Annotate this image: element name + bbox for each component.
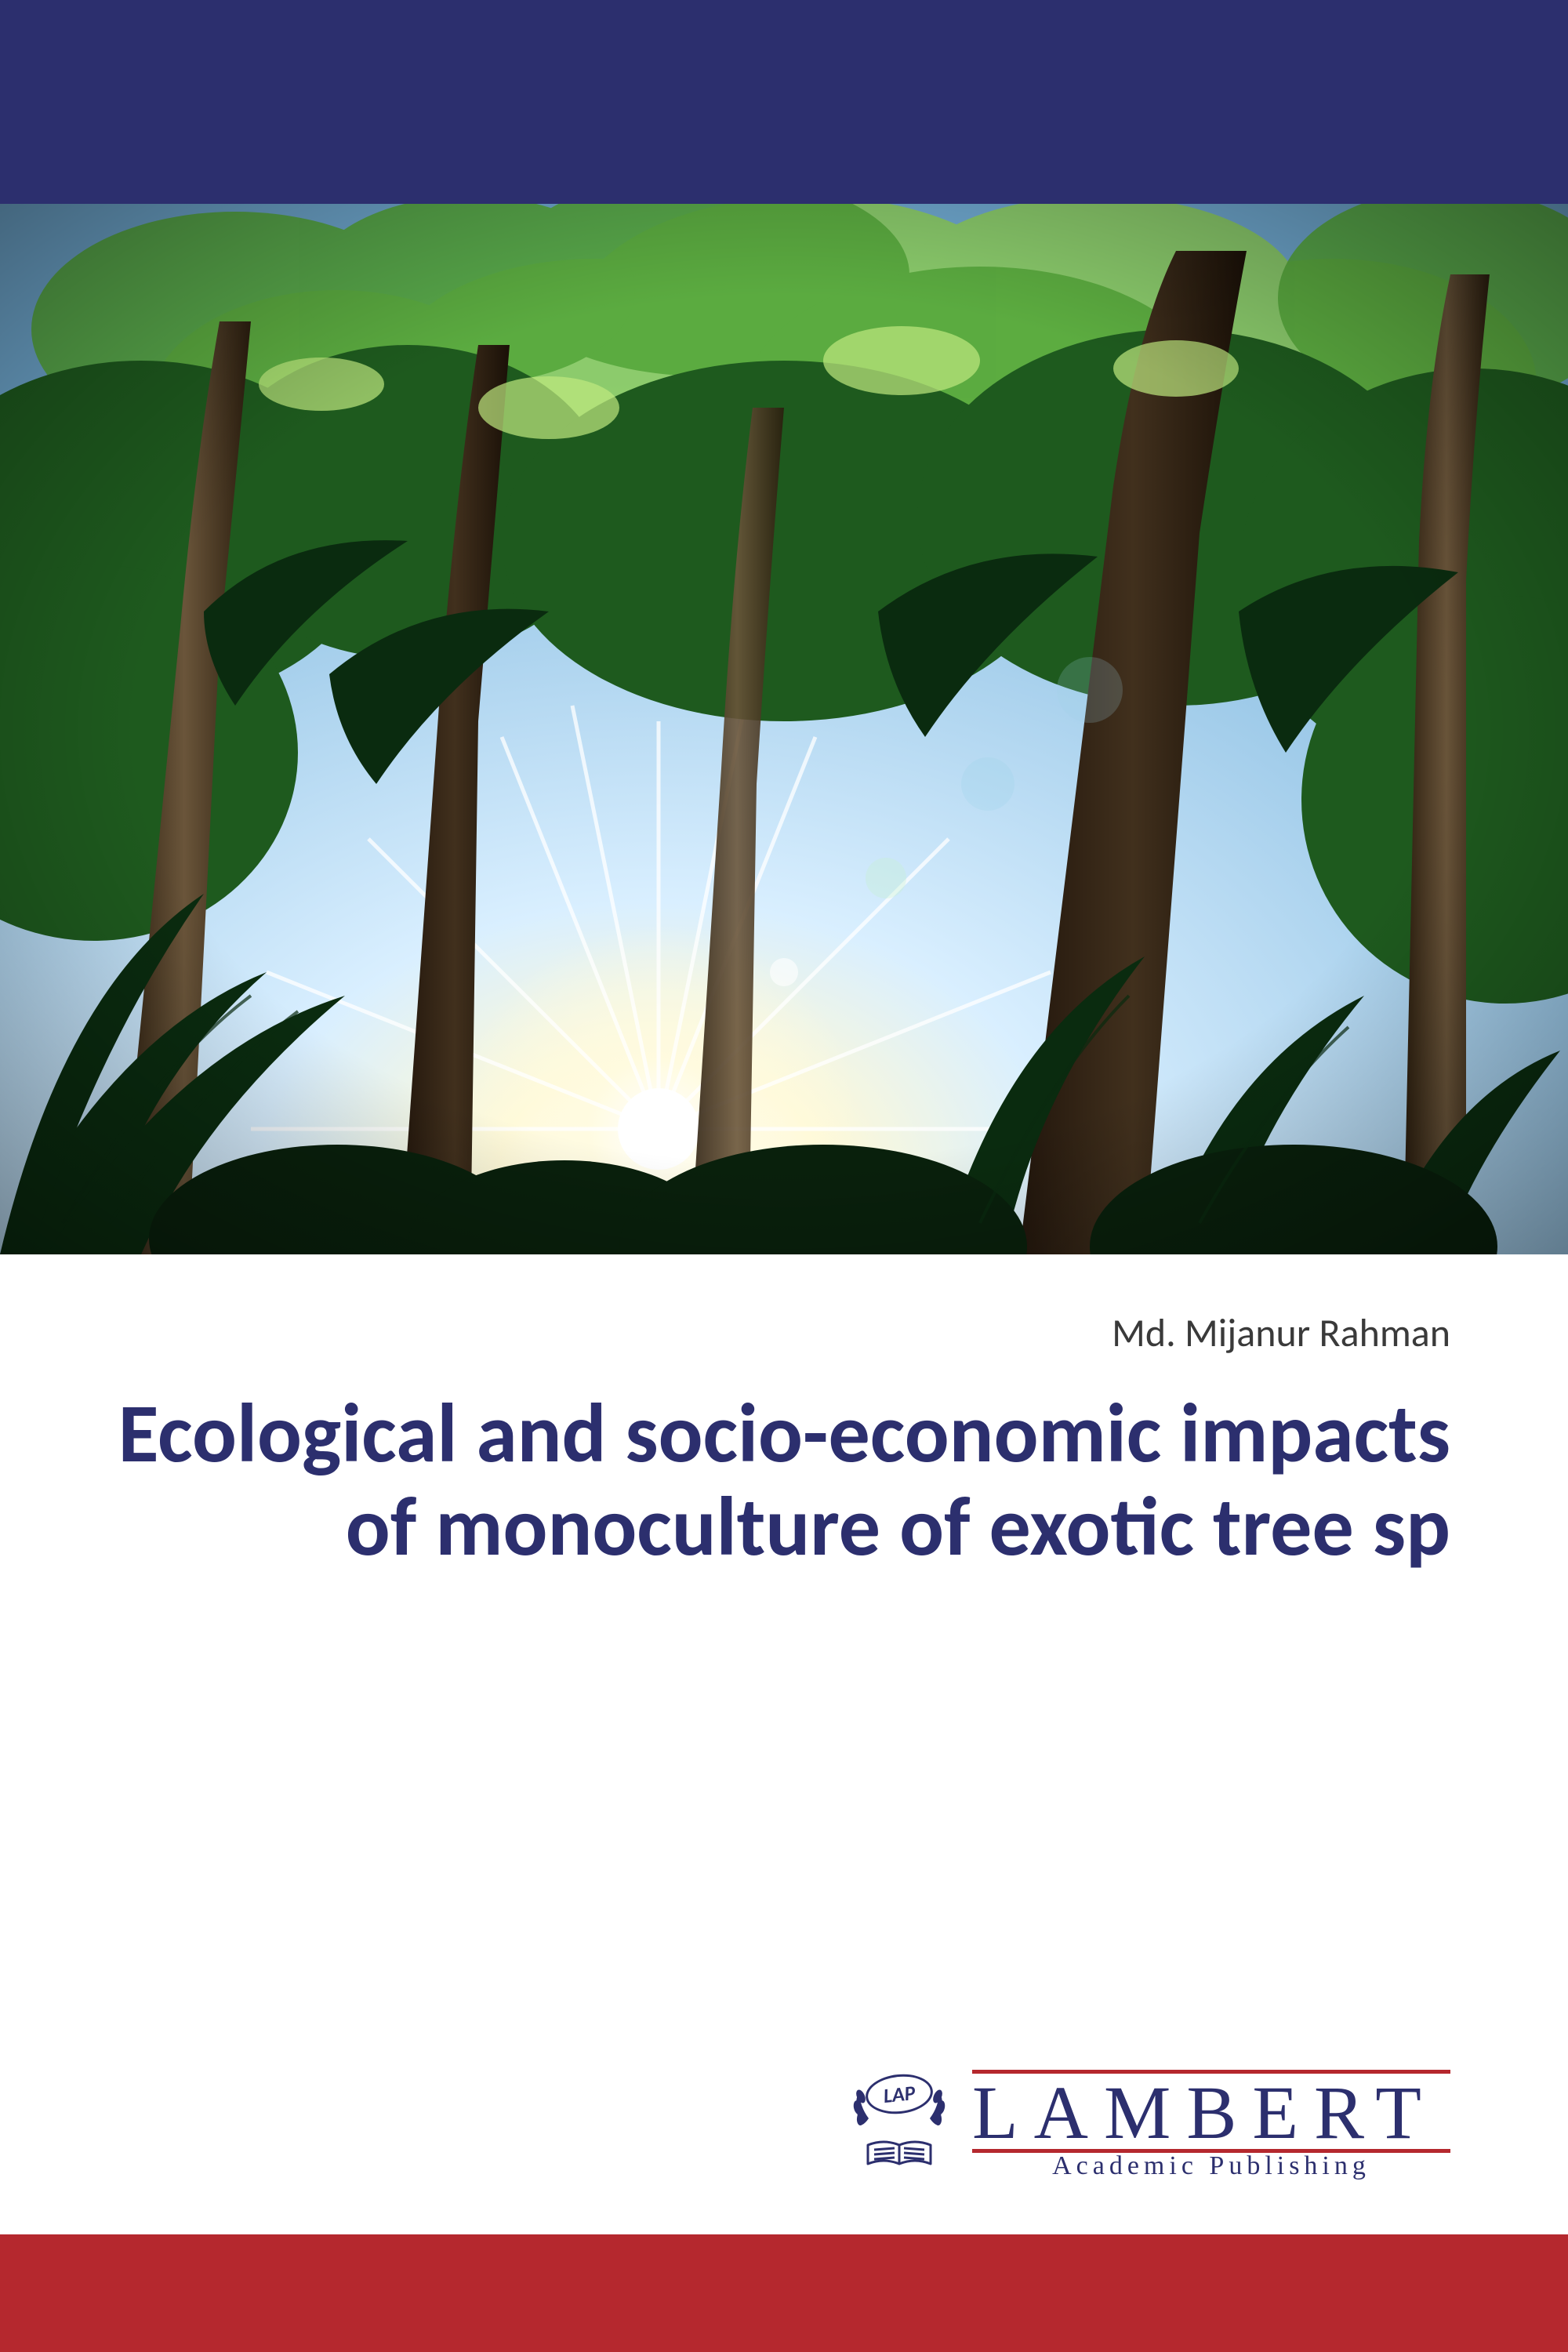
book-title: Ecological and socio-economic impacts of… <box>110 1388 1450 1573</box>
author-name: Md. Mijanur Rahman <box>1112 1309 1450 1357</box>
bottom-band <box>0 2234 1568 2352</box>
book-icon <box>863 2140 935 2170</box>
publisher-subline: Academic Publishing <box>972 2153 1450 2180</box>
publisher-text: LAMBERT Academic Publishing <box>972 2070 1450 2180</box>
book-cover: Md. Mijanur Rahman Ecological and socio-… <box>0 0 1568 2352</box>
cover-image-forest <box>0 204 1568 1254</box>
publisher-name: LAMBERT <box>972 2075 1450 2151</box>
publisher-emblem: LAP <box>848 2079 950 2170</box>
publisher-logo: LAP LAMBERT Academic Publishing <box>848 2070 1450 2180</box>
top-band <box>0 0 1568 204</box>
